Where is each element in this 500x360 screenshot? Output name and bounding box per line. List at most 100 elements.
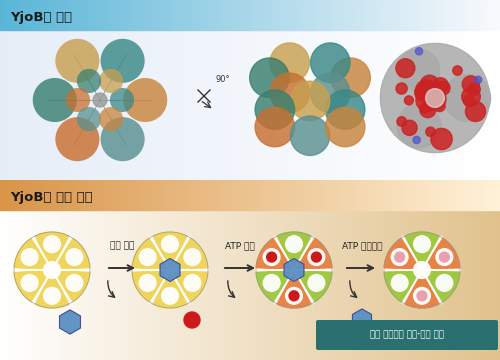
Bar xyxy=(456,0,458,180)
Bar xyxy=(46,180,48,210)
Bar xyxy=(140,0,141,180)
Bar xyxy=(496,180,498,210)
Bar xyxy=(476,180,478,360)
Bar xyxy=(378,180,380,210)
Bar xyxy=(305,180,306,210)
Bar xyxy=(55,0,56,180)
Bar xyxy=(298,0,300,30)
Circle shape xyxy=(464,95,474,107)
Bar xyxy=(312,0,314,180)
Bar xyxy=(460,0,462,180)
Bar xyxy=(425,0,426,30)
Circle shape xyxy=(100,117,144,161)
Bar xyxy=(296,180,298,210)
Circle shape xyxy=(326,107,365,147)
Bar xyxy=(158,180,160,210)
Bar xyxy=(366,0,368,180)
Bar xyxy=(215,180,216,210)
Wedge shape xyxy=(406,232,438,270)
Bar xyxy=(294,180,295,360)
Bar xyxy=(482,0,484,180)
Bar xyxy=(164,0,165,180)
Bar xyxy=(284,0,285,30)
Bar xyxy=(494,0,495,180)
Bar xyxy=(205,180,206,360)
Bar xyxy=(68,180,70,210)
Bar xyxy=(180,180,182,360)
Bar xyxy=(125,0,126,180)
Bar xyxy=(50,180,51,360)
Bar xyxy=(140,180,141,360)
Bar xyxy=(490,0,492,30)
Bar xyxy=(50,0,51,180)
Bar xyxy=(190,0,192,30)
Bar xyxy=(258,0,260,180)
Bar xyxy=(185,0,186,30)
Bar xyxy=(145,0,146,180)
Bar xyxy=(242,180,244,210)
Circle shape xyxy=(416,80,436,100)
Bar xyxy=(420,180,422,360)
Bar xyxy=(115,180,116,360)
Bar xyxy=(488,180,490,210)
Bar xyxy=(34,0,35,30)
Bar xyxy=(400,0,402,30)
Bar xyxy=(214,180,215,210)
Bar xyxy=(472,180,474,360)
Bar xyxy=(216,180,218,210)
Circle shape xyxy=(404,96,413,105)
Bar xyxy=(435,0,436,180)
Bar xyxy=(156,0,158,180)
Bar xyxy=(384,0,385,180)
Bar xyxy=(372,0,374,30)
Bar xyxy=(12,180,14,360)
Bar xyxy=(405,0,406,180)
Bar xyxy=(238,0,240,180)
Bar xyxy=(10,0,12,30)
Circle shape xyxy=(414,262,430,278)
Bar xyxy=(256,180,258,210)
Bar xyxy=(396,180,398,210)
Bar xyxy=(70,0,71,180)
Bar xyxy=(218,0,220,30)
Bar xyxy=(276,180,278,360)
Bar xyxy=(365,0,366,180)
Wedge shape xyxy=(384,270,422,302)
Bar xyxy=(216,0,218,30)
Bar xyxy=(265,180,266,360)
Bar xyxy=(128,180,130,210)
Bar xyxy=(462,180,464,360)
Bar xyxy=(465,0,466,30)
Bar xyxy=(422,0,424,30)
Bar xyxy=(412,0,414,180)
Bar xyxy=(182,0,184,180)
Bar xyxy=(305,180,306,360)
Bar xyxy=(438,0,440,30)
Bar xyxy=(144,180,145,210)
Bar xyxy=(486,180,488,210)
Bar xyxy=(346,0,348,30)
Bar xyxy=(328,0,330,180)
Bar xyxy=(442,0,444,180)
Bar xyxy=(245,180,246,360)
Bar xyxy=(302,0,304,30)
Bar xyxy=(470,0,472,30)
Bar xyxy=(455,0,456,180)
Bar xyxy=(392,0,394,180)
Bar xyxy=(436,0,438,30)
Bar xyxy=(106,180,108,360)
Bar xyxy=(132,0,134,30)
Bar xyxy=(10,180,12,360)
Bar xyxy=(112,180,114,210)
Bar xyxy=(186,0,188,30)
Bar xyxy=(164,180,165,210)
Circle shape xyxy=(270,73,310,112)
Bar xyxy=(186,0,188,180)
Bar xyxy=(346,0,348,180)
Bar xyxy=(178,0,180,30)
Bar xyxy=(65,0,66,30)
Bar xyxy=(475,180,476,360)
Bar xyxy=(306,180,308,210)
Bar xyxy=(335,0,336,30)
Bar xyxy=(160,180,162,210)
